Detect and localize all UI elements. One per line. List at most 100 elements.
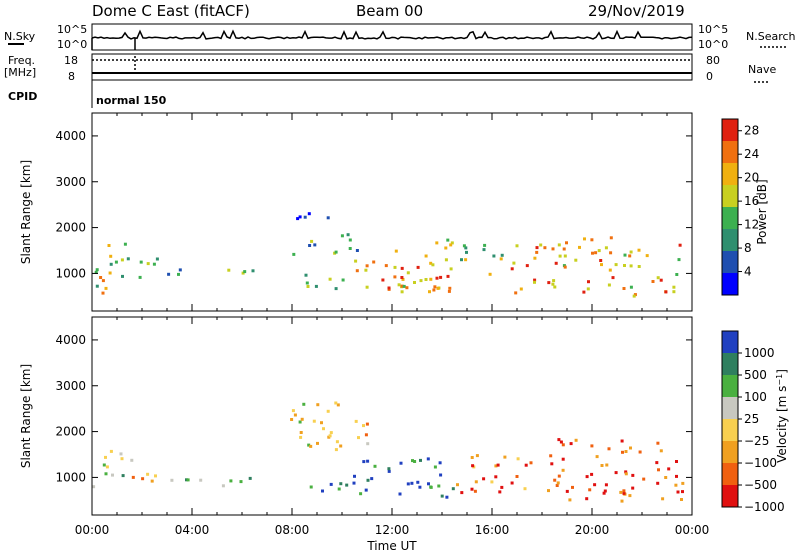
data-cell	[435, 276, 439, 280]
data-cell	[308, 244, 312, 247]
data-cell	[146, 262, 150, 266]
data-cell	[400, 284, 404, 288]
data-cell	[109, 254, 113, 258]
date-title: 29/Nov/2019	[588, 2, 685, 20]
data-cell	[337, 487, 341, 491]
data-cell	[607, 447, 611, 451]
data-cell	[307, 443, 311, 447]
data-cell	[535, 250, 539, 254]
data-cell	[550, 462, 554, 466]
colorbar-segment	[722, 441, 738, 464]
data-cell	[578, 245, 581, 249]
data-cell	[433, 285, 437, 289]
data-cell	[359, 492, 363, 496]
data-cell	[446, 238, 450, 242]
colorbar-tick-label: 500	[744, 368, 767, 382]
data-cell	[535, 246, 539, 250]
data-cell	[348, 238, 352, 242]
data-cell	[569, 442, 573, 446]
data-cell	[397, 283, 401, 287]
data-cell	[366, 459, 370, 463]
colorbar-segment	[722, 185, 738, 208]
colorbar-tick-label: −1000	[744, 500, 785, 514]
data-cell	[586, 287, 590, 291]
data-cell	[494, 464, 498, 468]
data-cell	[675, 474, 678, 478]
data-cell	[465, 250, 468, 254]
data-cell	[130, 458, 134, 462]
colorbar-tick-label: 16	[744, 194, 759, 208]
data-cell	[364, 433, 368, 437]
data-cell	[393, 265, 397, 269]
colorbar-tick-label: 1000	[744, 346, 775, 360]
data-cell	[681, 490, 684, 494]
data-cell	[524, 463, 528, 467]
data-cell	[316, 441, 319, 445]
data-cell	[437, 484, 441, 488]
data-cell	[529, 461, 533, 465]
data-cell	[229, 479, 233, 483]
data-cell	[638, 450, 642, 454]
data-cell	[335, 440, 339, 444]
data-cell	[614, 263, 618, 267]
data-cell	[672, 285, 676, 289]
nsky-panel: N.Sky 10^5 10^0 10^5 10^0 N.Search	[4, 23, 796, 51]
data-cell	[470, 487, 474, 491]
data-cell	[672, 290, 676, 294]
data-cell	[139, 260, 143, 264]
colorbar-tick-label: 28	[744, 124, 759, 138]
data-cell	[624, 472, 628, 476]
data-cell	[120, 457, 124, 461]
data-cell	[429, 261, 433, 265]
colorbar-tick-label: 20	[744, 171, 759, 185]
data-cell	[604, 246, 608, 250]
data-cell	[119, 452, 123, 456]
data-cell	[553, 478, 557, 482]
colorbar-segment	[722, 397, 738, 420]
data-cell	[656, 481, 660, 485]
nsky-series	[91, 29, 693, 40]
data-cell	[483, 243, 487, 247]
data-cell	[490, 480, 494, 484]
data-cell	[590, 238, 594, 242]
data-cell	[659, 449, 663, 453]
data-cell	[629, 446, 632, 450]
data-cell	[599, 259, 603, 262]
freq-unit: [MHz]	[4, 66, 36, 79]
data-cell	[316, 403, 320, 407]
freq-tick-low: 8	[68, 70, 75, 83]
data-cell	[591, 251, 594, 255]
data-cell	[185, 478, 188, 482]
colorbar-tick-label: 12	[744, 218, 759, 232]
data-cell	[401, 277, 405, 281]
data-cell	[291, 409, 295, 413]
data-cell	[152, 262, 156, 266]
data-cell	[620, 439, 624, 443]
data-cell	[444, 258, 448, 262]
data-cell	[557, 243, 561, 247]
data-cell	[410, 481, 414, 485]
data-cell	[677, 258, 681, 262]
data-cell	[429, 485, 433, 489]
data-cell	[92, 485, 96, 489]
colorbar-tick-label: 4	[744, 265, 752, 279]
x-tick-label: 04:00	[175, 523, 210, 537]
data-cell	[629, 285, 633, 289]
data-cell	[645, 254, 649, 258]
data-cell	[131, 475, 135, 479]
data-cell	[170, 478, 174, 482]
colorbar-segment	[722, 207, 738, 230]
data-cell	[353, 474, 356, 478]
data-cell	[293, 413, 297, 417]
data-cell	[563, 254, 567, 258]
data-cell	[554, 261, 558, 265]
data-cell	[366, 442, 370, 446]
data-cell	[372, 260, 376, 264]
data-cell	[121, 474, 125, 478]
data-cell	[428, 290, 431, 294]
data-cell	[299, 435, 303, 439]
data-cell	[499, 257, 503, 261]
colorbar-segment	[722, 375, 738, 398]
data-cell	[400, 276, 404, 279]
